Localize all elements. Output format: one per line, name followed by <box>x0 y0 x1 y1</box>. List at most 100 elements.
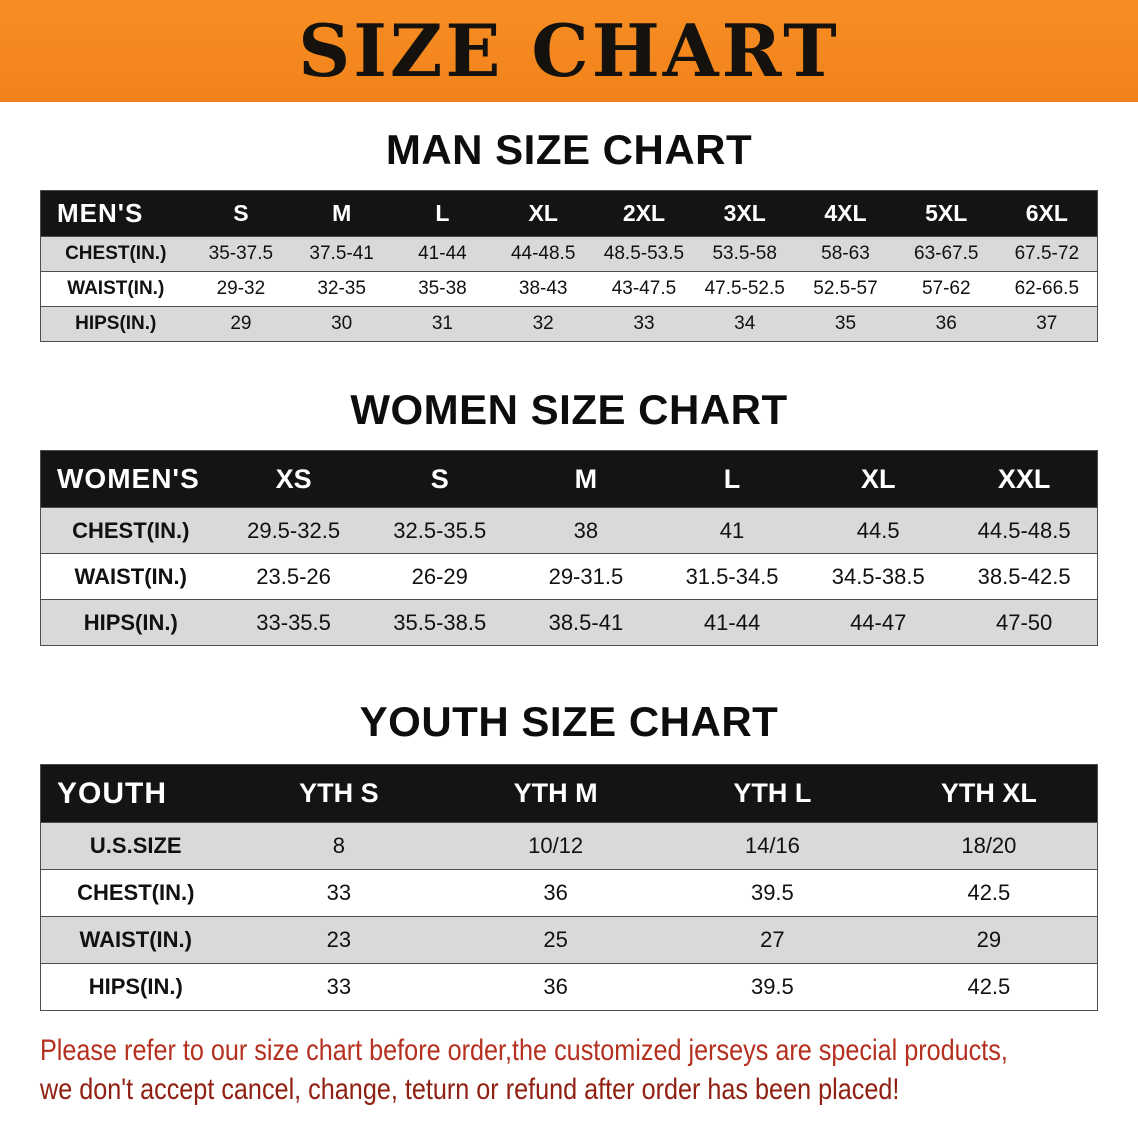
table-row: CHEST(IN.) 29.5-32.5 32.5-35.5 38 41 44.5 44.5… <box>40 507 1098 554</box>
table-cell: 23.5-26 <box>220 553 367 600</box>
table-cell: 43-47.5 <box>593 271 695 307</box>
table-cell: 38 <box>512 507 659 554</box>
size-column-header: M <box>512 450 659 508</box>
table-cell: 35-37.5 <box>190 236 292 272</box>
table-cell: 32.5-35.5 <box>366 507 513 554</box>
size-column-header: L <box>658 450 806 508</box>
table-cell: 39.5 <box>664 869 881 917</box>
table-cell: 8 <box>230 822 448 870</box>
table-cell: 27 <box>664 916 881 964</box>
size-column-header: YTH S <box>230 764 448 823</box>
table-cell: 44.5 <box>805 507 952 554</box>
table-cell: 35-38 <box>392 271 493 307</box>
table-cell: 38-43 <box>492 271 594 307</box>
table-cell: 47.5-52.5 <box>694 271 796 307</box>
table-row: CHEST(IN.) 33 36 39.5 42.5 <box>40 869 1098 917</box>
row-label: HIPS(IN.) <box>40 963 231 1011</box>
table-cell: 32-35 <box>291 271 393 307</box>
table-cell: 36 <box>447 963 664 1011</box>
row-label: CHEST(IN.) <box>40 236 191 272</box>
size-column-header: 6XL <box>996 190 1098 237</box>
row-label: CHEST(IN.) <box>40 507 221 554</box>
row-label: U.S.SIZE <box>40 822 231 870</box>
disclaimer-line-1: Please refer to our size chart before or… <box>40 1034 1008 1067</box>
table-row: HIPS(IN.) 29 30 31 32 33 34 35 36 37 <box>40 306 1098 342</box>
table-cell: 62-66.5 <box>996 271 1098 307</box>
disclaimer: Please refer to our size chart before or… <box>40 1031 1138 1109</box>
table-cell: 29.5-32.5 <box>220 507 367 554</box>
size-column-header: S <box>190 190 292 237</box>
table-cell: 44.5-48.5 <box>951 507 1098 554</box>
table-cell: 35.5-38.5 <box>366 599 513 646</box>
size-column-header: XS <box>220 450 367 508</box>
table-cell: 31 <box>392 306 493 342</box>
table-cell: 67.5-72 <box>996 236 1098 272</box>
table-cell: 26-29 <box>366 553 513 600</box>
table-corner-label: MEN'S <box>40 190 191 237</box>
table-cell: 14/16 <box>664 822 881 870</box>
men-size-table: MEN'S S M L XL 2XL 3XL 4XL 5XL 6XL CHEST(IN.) 35-37… <box>40 190 1098 342</box>
table-cell: 32 <box>492 306 594 342</box>
size-chart-page: SIZE CHART MAN SIZE CHART MEN'S S M L XL 2XL 3… <box>0 0 1138 1109</box>
table-row: HIPS(IN.) 33-35.5 35.5-38.5 38.5-41 41-44 44-… <box>40 599 1098 646</box>
table-header-row: YOUTH YTH S YTH M YTH L YTH XL <box>40 764 1098 823</box>
table-cell: 34 <box>694 306 796 342</box>
women-chart-title: WOMEN SIZE CHART <box>350 386 788 433</box>
table-cell: 33 <box>230 869 448 917</box>
disclaimer-line-2: we don't accept cancel, change, teturn o… <box>40 1073 900 1106</box>
table-cell: 44-48.5 <box>492 236 594 272</box>
size-column-header: 4XL <box>795 190 896 237</box>
size-column-header: XL <box>805 450 952 508</box>
table-cell: 36 <box>895 306 997 342</box>
table-cell: 37 <box>996 306 1098 342</box>
row-label: WAIST(IN.) <box>40 271 191 307</box>
table-row: CHEST(IN.) 35-37.5 37.5-41 41-44 44-48.5 48.5… <box>40 236 1098 272</box>
men-chart-title: MAN SIZE CHART <box>385 126 753 173</box>
table-cell: 10/12 <box>447 822 664 870</box>
table-corner-label: WOMEN'S <box>40 450 221 508</box>
table-header-row: WOMEN'S XS S M L XL XXL <box>40 450 1098 508</box>
table-cell: 30 <box>291 306 393 342</box>
table-cell: 41-44 <box>392 236 493 272</box>
table-row: WAIST(IN.) 29-32 32-35 35-38 38-43 43-47.5 47.… <box>40 271 1098 307</box>
table-cell: 42.5 <box>880 869 1098 917</box>
table-cell: 41 <box>658 507 806 554</box>
size-column-header: XXL <box>951 450 1098 508</box>
section-men: MAN SIZE CHART MEN'S S M L XL 2XL 3XL 4XL 5XL 6XL… <box>0 126 1138 342</box>
table-cell: 58-63 <box>795 236 896 272</box>
table-cell: 47-50 <box>951 599 1098 646</box>
size-column-header: XL <box>492 190 594 237</box>
women-size-table: WOMEN'S XS S M L XL XXL CHEST(IN.) 29.5-32.5 32.5… <box>40 450 1098 646</box>
table-cell: 38.5-41 <box>512 599 659 646</box>
section-youth: YOUTH SIZE CHART YOUTH YTH S YTH M YTH L YTH… <box>0 698 1138 1011</box>
size-column-header: YTH XL <box>880 764 1098 823</box>
table-cell: 52.5-57 <box>795 271 896 307</box>
row-label: HIPS(IN.) <box>40 599 221 646</box>
table-cell: 25 <box>447 916 664 964</box>
page-title: SIZE CHART <box>298 8 840 93</box>
table-cell: 37.5-41 <box>291 236 393 272</box>
section-women: WOMEN SIZE CHART WOMEN'S XS S M L XL XXL CHEST(… <box>0 386 1138 646</box>
table-cell: 23 <box>230 916 448 964</box>
table-cell: 53.5-58 <box>694 236 796 272</box>
table-cell: 57-62 <box>895 271 997 307</box>
table-cell: 34.5-38.5 <box>805 553 952 600</box>
table-corner-label: YOUTH <box>40 764 231 823</box>
table-header-row: MEN'S S M L XL 2XL 3XL 4XL 5XL 6XL <box>40 190 1098 237</box>
table-cell: 29-31.5 <box>512 553 659 600</box>
size-column-header: YTH L <box>664 764 881 823</box>
table-cell: 35 <box>795 306 896 342</box>
table-cell: 39.5 <box>664 963 881 1011</box>
size-column-header: 2XL <box>593 190 695 237</box>
table-cell: 41-44 <box>658 599 806 646</box>
size-column-header: L <box>392 190 493 237</box>
row-label: HIPS(IN.) <box>40 306 191 342</box>
row-label: WAIST(IN.) <box>40 553 221 600</box>
table-cell: 42.5 <box>880 963 1098 1011</box>
table-cell: 63-67.5 <box>895 236 997 272</box>
row-label: CHEST(IN.) <box>40 869 231 917</box>
youth-chart-title: YOUTH SIZE CHART <box>359 698 779 745</box>
table-cell: 33 <box>230 963 448 1011</box>
table-cell: 44-47 <box>805 599 952 646</box>
table-cell: 36 <box>447 869 664 917</box>
